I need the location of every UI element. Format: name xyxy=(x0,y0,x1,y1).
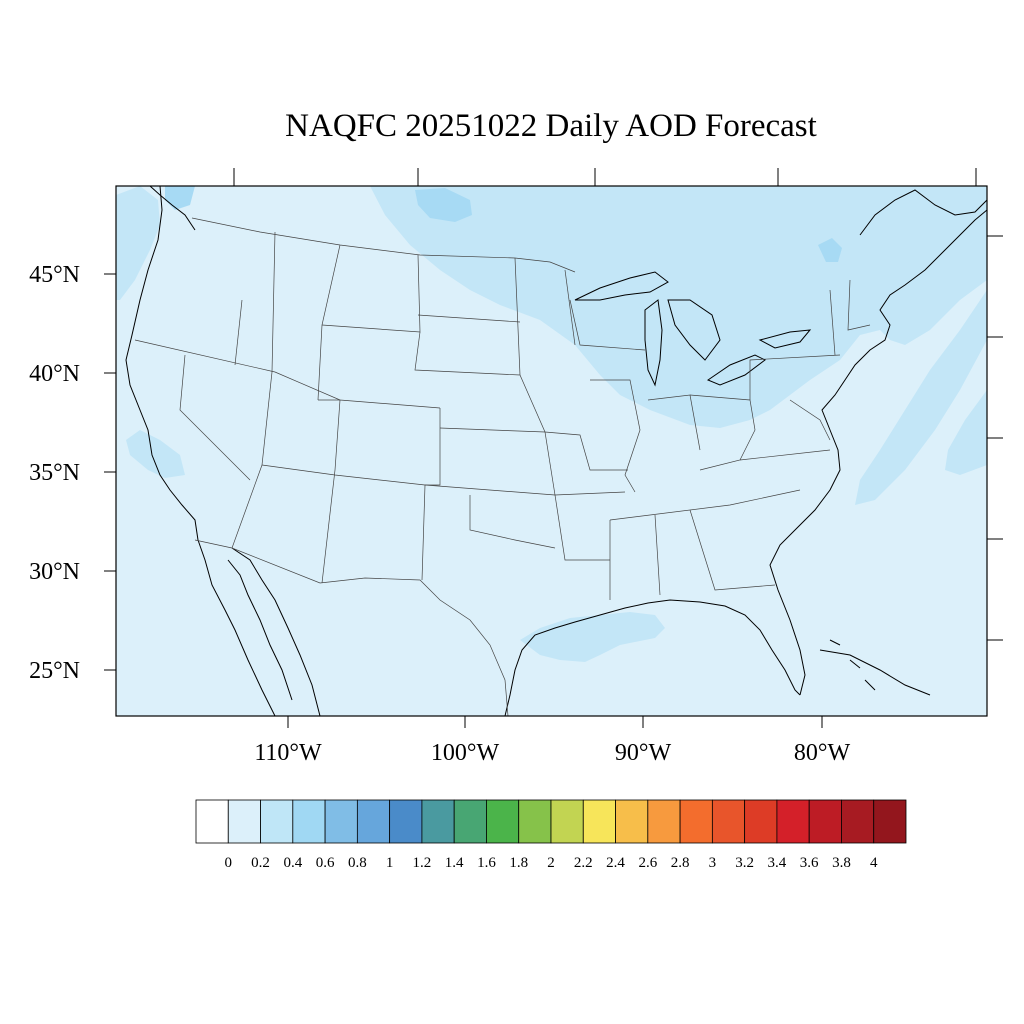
longitude-labels: 110°W 100°W 90°W 80°W xyxy=(254,740,850,766)
colorbar-level-label: 3 xyxy=(709,855,717,871)
colorbar-swatch xyxy=(195,799,229,844)
colorbar-level-label: 2.2 xyxy=(574,855,593,871)
colorbar-level-label: 3.4 xyxy=(768,855,787,871)
colorbar-swatch xyxy=(518,799,552,844)
colorbar-swatch xyxy=(841,799,875,844)
aod-band-atlantic xyxy=(855,290,987,505)
colorbar-level-label: 4 xyxy=(870,855,878,871)
colorbar-swatch xyxy=(582,799,616,844)
colorbar-level-label: 1.8 xyxy=(509,855,528,871)
axis-ticks xyxy=(104,168,1003,728)
aod-band-0-4-0-6-east xyxy=(818,238,842,262)
coastlines xyxy=(125,186,987,716)
colorbar-level-label: 2.4 xyxy=(606,855,625,871)
colorbar-level-label: 0.8 xyxy=(348,855,367,871)
lat-label: 30°N xyxy=(29,559,80,585)
colorbar-swatch xyxy=(744,799,778,844)
map-title: NAQFC 20251022 Daily AOD Forecast xyxy=(285,108,817,144)
colorbar-level-label: 0.6 xyxy=(316,855,335,871)
colorbar-level-label: 2.6 xyxy=(638,855,657,871)
colorbar-level-label: 0.4 xyxy=(283,855,302,871)
aod-band-west-2 xyxy=(116,186,160,300)
lon-label: 80°W xyxy=(794,740,851,766)
colorbar-level-label: 1.2 xyxy=(413,855,432,871)
lon-label: 90°W xyxy=(615,740,672,766)
colorbar-level-label: 1 xyxy=(386,855,394,871)
lat-label: 40°N xyxy=(29,361,80,387)
colorbar-level-label: 0.2 xyxy=(251,855,270,871)
colorbar-level-label: 1.6 xyxy=(477,855,496,871)
colorbar-swatch xyxy=(873,799,907,844)
lat-label: 45°N xyxy=(29,262,80,288)
colorbar-swatch xyxy=(421,799,455,844)
colorbar-swatch xyxy=(260,799,294,844)
aod-band-atlantic-2 xyxy=(945,390,987,475)
colorbar-swatch xyxy=(679,799,713,844)
colorbar-level-label: 3.2 xyxy=(735,855,754,871)
colorbar-swatch xyxy=(615,799,649,844)
colorbar-level-label: 0 xyxy=(225,855,233,871)
colorbar-swatch xyxy=(486,799,520,844)
aod-band-0-4-0-6-bc xyxy=(165,186,195,210)
colorbar-swatch xyxy=(550,799,584,844)
colorbar-level-label: 1.4 xyxy=(445,855,464,871)
aod-band-0-4-0-6-north xyxy=(415,188,472,222)
map-frame xyxy=(115,185,988,717)
aod-band-west-1 xyxy=(126,430,185,478)
colorbar-swatch xyxy=(292,799,326,844)
colorbar-level-label: 3.6 xyxy=(800,855,819,871)
colorbar-swatch xyxy=(389,799,423,844)
colorbar-level-label: 2 xyxy=(547,855,555,871)
map-panel xyxy=(116,186,987,716)
colorbar-swatch xyxy=(324,799,358,844)
state-borders xyxy=(134,217,871,716)
lat-label: 35°N xyxy=(29,460,80,486)
colorbar-level-label: 2.8 xyxy=(671,855,690,871)
lon-label: 100°W xyxy=(431,740,500,766)
colorbar xyxy=(195,799,907,844)
colorbar-swatch xyxy=(711,799,746,844)
colorbar-swatch xyxy=(647,799,681,844)
colorbar-swatch xyxy=(227,799,261,844)
colorbar-level-label: 3.8 xyxy=(832,855,851,871)
lat-label: 25°N xyxy=(29,658,80,684)
aod-band-gulf xyxy=(520,612,665,662)
colorbar-swatch xyxy=(453,799,487,844)
colorbar-labels: 0 0.2 0.4 0.6 0.8 1 1.2 1.4 1.6 1.8 2 2.2 2.4 2.6 2.8 3… xyxy=(225,855,878,871)
lon-label: 110°W xyxy=(254,740,322,766)
latitude-labels: 45°N 40°N 35°N 30°N 25°N xyxy=(29,262,80,684)
colorbar-swatch xyxy=(356,799,391,844)
colorbar-swatch xyxy=(808,799,842,844)
colorbar-swatch xyxy=(776,799,810,844)
